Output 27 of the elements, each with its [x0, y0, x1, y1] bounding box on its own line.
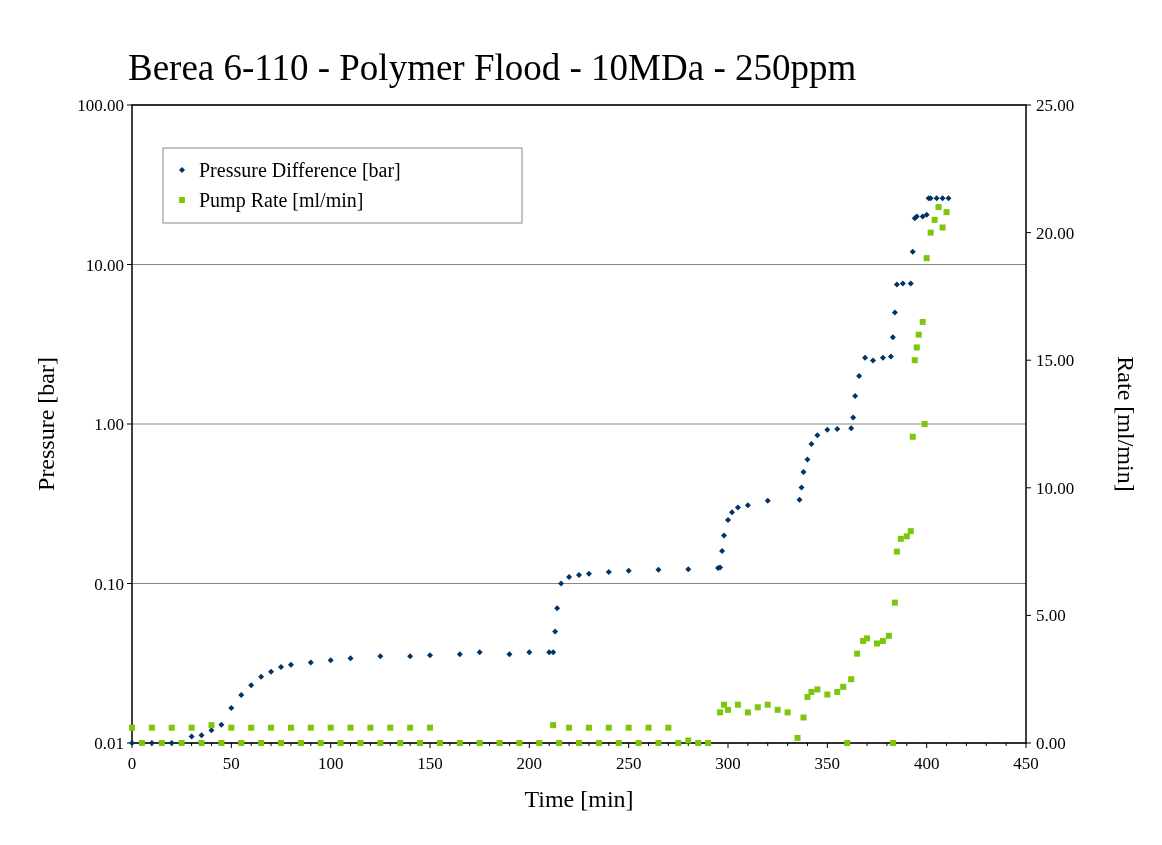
- x-axis-title: Time [min]: [524, 786, 634, 812]
- y2-tick-label: 5.00: [1036, 606, 1066, 626]
- y2-tick-label: 20.00: [1036, 223, 1075, 243]
- y2-tick-label: 0.00: [1036, 734, 1066, 753]
- y-tick-label: 10.00: [85, 255, 124, 275]
- x-tick-label: 50: [222, 754, 240, 773]
- x-tick-label: 100: [317, 754, 344, 773]
- x-tick-label: 300: [715, 754, 741, 773]
- x-tick-label: 200: [516, 754, 543, 773]
- legend-label: Pressure Difference [bar]: [199, 159, 401, 181]
- x-tick-label: 150: [417, 754, 443, 773]
- x-tick-label: 400: [913, 754, 940, 773]
- y2-axis-title: Rate [ml/min]: [1113, 356, 1139, 492]
- y2-tick-label: 10.00: [1036, 478, 1075, 498]
- y2-tick-label: 25.00: [1036, 96, 1075, 115]
- legend-label: Pump Rate [ml/min]: [199, 189, 364, 212]
- y-tick-label: 0.01: [94, 734, 124, 753]
- x-tick-label: 0: [127, 754, 137, 773]
- chart-title: Berea 6-110 - Polymer Flood - 10MDa - 250ppm: [128, 47, 857, 88]
- x-tick-label: 350: [814, 754, 841, 773]
- y-tick-label: 0.10: [94, 574, 124, 594]
- x-tick-label: 450: [1013, 754, 1039, 773]
- x-tick-label: 250: [615, 754, 642, 773]
- y-axis-title: Pressure [bar]: [33, 357, 59, 491]
- y2-tick-label: 15.00: [1036, 351, 1075, 371]
- y-tick-label: 1.00: [94, 415, 124, 434]
- y-tick-label: 100.00: [77, 96, 124, 115]
